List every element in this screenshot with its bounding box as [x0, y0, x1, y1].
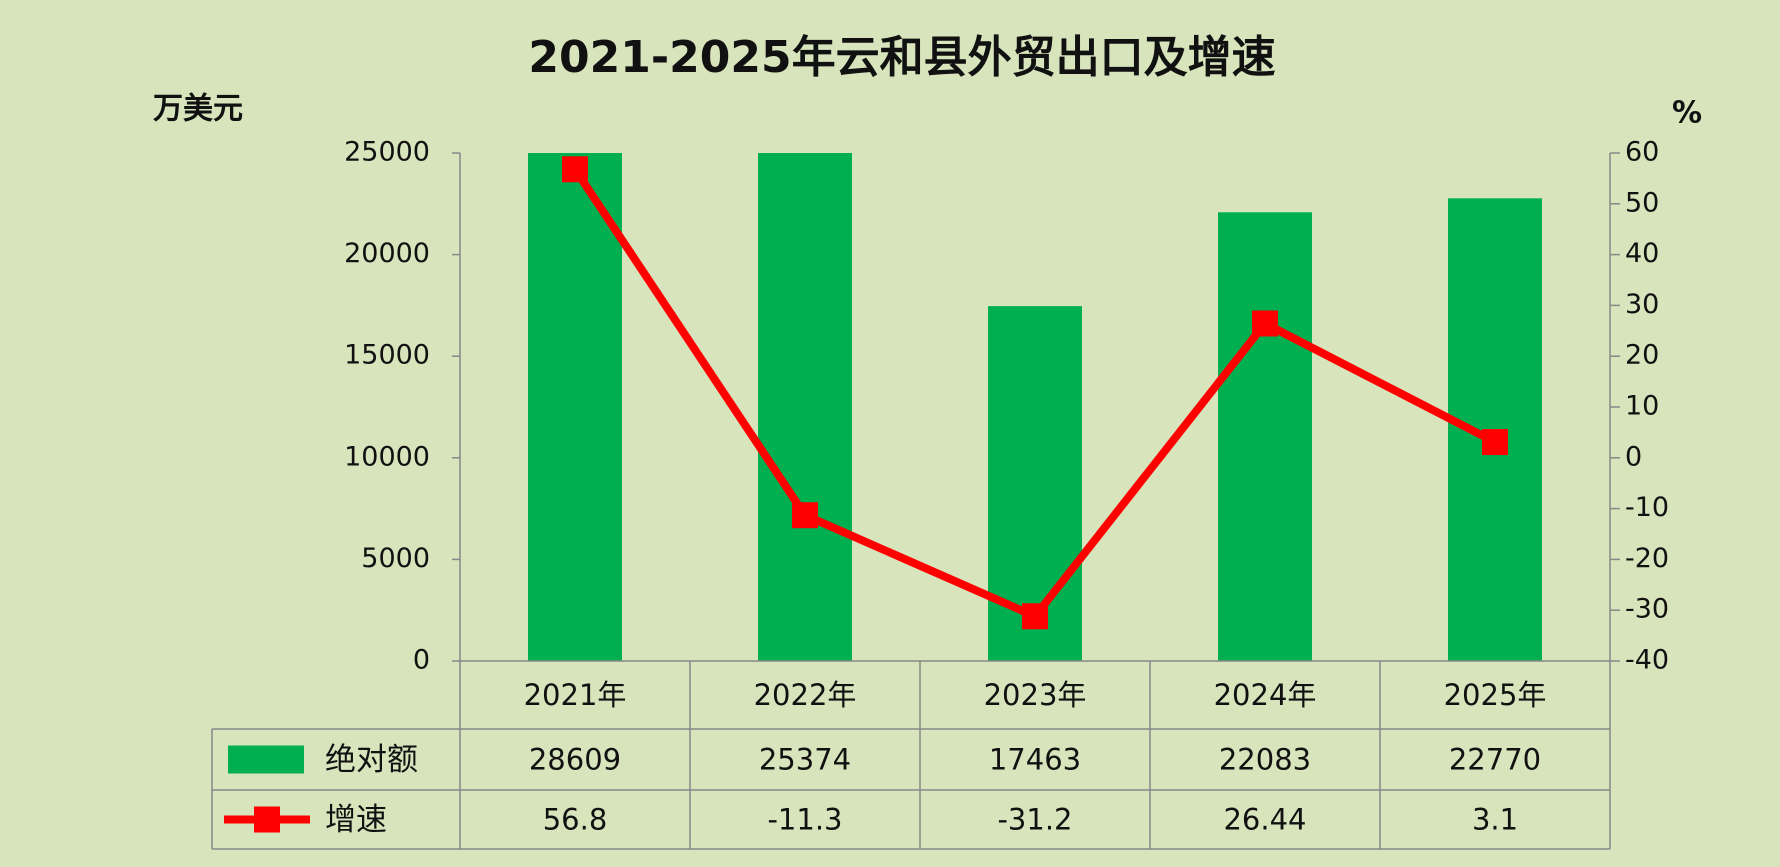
table-value: -31.2 [997, 803, 1072, 837]
table-value: 25374 [759, 743, 851, 777]
table-value: 26.44 [1223, 803, 1306, 837]
y2-tick-label: -10 [1625, 492, 1669, 523]
legend-label: 绝对额 [325, 742, 418, 778]
legend-swatch [228, 745, 304, 774]
y-tick-label: 5000 [361, 543, 430, 574]
table-value: 56.8 [543, 803, 608, 837]
y2-tick-label: -20 [1625, 543, 1669, 574]
y2-tick-label: 60 [1625, 137, 1659, 168]
y2-tick-label: 50 [1625, 187, 1659, 218]
table-value: 3.1 [1472, 803, 1518, 837]
table-value: -11.3 [767, 803, 842, 837]
y2-tick-label: 40 [1625, 238, 1659, 269]
legend-label: 增速 [325, 802, 387, 838]
table-value: 22083 [1219, 743, 1311, 777]
y2-axis-label: % [1672, 96, 1702, 131]
marker [562, 156, 588, 183]
y-tick-label: 15000 [344, 340, 430, 371]
marker [1482, 429, 1508, 456]
marker [792, 502, 818, 529]
y-axis-label: 万美元 [153, 92, 243, 127]
marker [1252, 310, 1278, 337]
y2-tick-label: -30 [1625, 594, 1669, 625]
x-tick-label: 2022年 [754, 678, 857, 712]
x-tick-label: 2024年 [1214, 678, 1317, 712]
bar [758, 153, 852, 661]
chart-title: 2021-2025年云和县外贸出口及增速 [528, 32, 1275, 83]
marker [1022, 603, 1048, 630]
y2-tick-label: 0 [1625, 441, 1642, 472]
y2-tick-label: 30 [1625, 289, 1659, 320]
legend-marker [254, 806, 280, 833]
y2-tick-label: 20 [1625, 340, 1659, 371]
y2-tick-label: -40 [1625, 645, 1669, 676]
table-value: 28609 [529, 743, 621, 777]
x-tick-label: 2023年 [984, 678, 1087, 712]
y-tick-label: 25000 [344, 137, 430, 168]
y-tick-label: 0 [413, 645, 430, 676]
y2-tick-label: 10 [1625, 391, 1659, 422]
y-tick-label: 20000 [344, 238, 430, 269]
y-tick-label: 10000 [344, 441, 430, 472]
table-value: 17463 [989, 743, 1081, 777]
bar [1218, 212, 1312, 661]
bar [528, 153, 622, 661]
x-tick-label: 2021年 [524, 678, 627, 712]
table-value: 22770 [1449, 743, 1541, 777]
x-tick-label: 2025年 [1444, 678, 1547, 712]
